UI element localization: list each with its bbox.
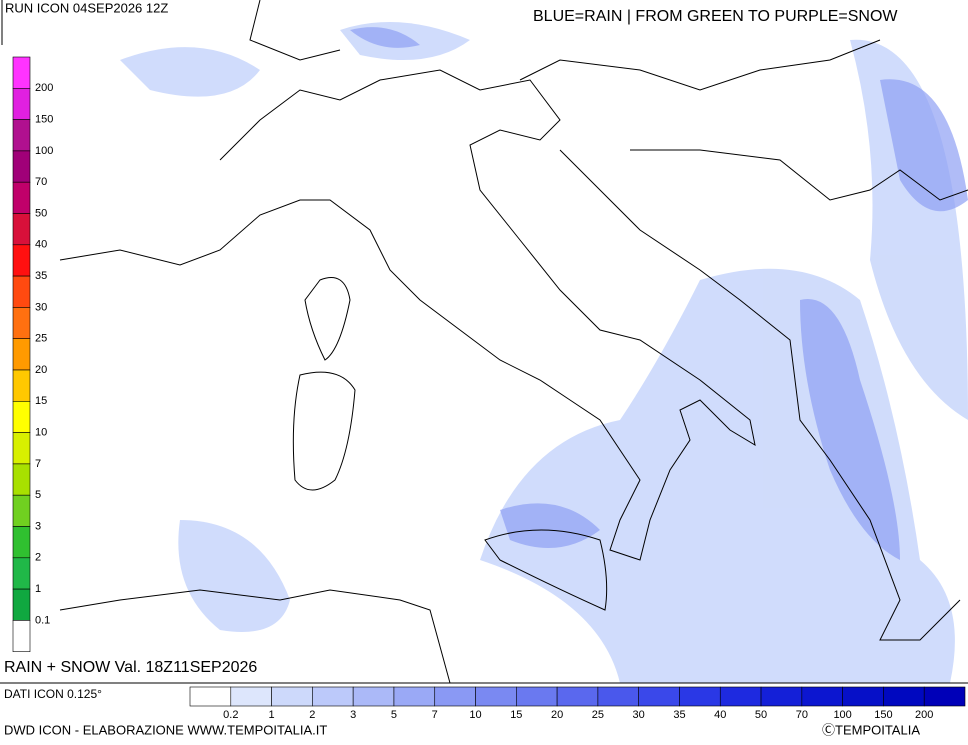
rain-swatch <box>801 686 843 707</box>
rain-swatch <box>556 686 599 707</box>
snow-swatch <box>12 88 31 120</box>
rain-label: 15 <box>510 709 522 721</box>
snow-swatch <box>12 275 31 308</box>
snow-label: 150 <box>35 114 53 126</box>
rain-label: 2 <box>309 709 315 721</box>
rain-label: 70 <box>796 709 808 721</box>
credits: DWD ICON - ELABORAZIONE WWW.TEMPOITALIA.… <box>4 722 327 737</box>
snow-swatch <box>12 400 31 433</box>
snow-scale: 200 150 100 70 50 40 35 30 25 20 15 10 7 5 3 2 1 0.1 <box>12 56 53 653</box>
rain-swatch <box>189 686 232 707</box>
snow-label: 1 <box>35 583 41 595</box>
snow-label: 20 <box>35 364 47 376</box>
snow-swatch <box>12 181 31 214</box>
snow-swatch <box>12 526 31 559</box>
rain-swatch <box>434 686 476 707</box>
snow-swatch <box>12 463 31 496</box>
snow-label: 70 <box>35 176 47 188</box>
rain-label: 100 <box>833 709 851 721</box>
rain-label: 5 <box>391 709 397 721</box>
snow-label: 15 <box>35 395 47 407</box>
snow-label: 10 <box>35 427 47 439</box>
rain-label: 0.2 <box>223 709 238 721</box>
snow-label: 0.1 <box>35 614 50 626</box>
rain-swatch <box>312 686 354 707</box>
header: RUN ICON 04SEP2026 12Z BLUE=RAIN | FROM … <box>0 0 968 677</box>
rain-label: 25 <box>592 709 604 721</box>
snow-label: 25 <box>35 333 47 345</box>
coastlines <box>0 0 968 684</box>
footer: DATI ICON 0.125° DWD ICON - ELABORAZIONE… <box>4 687 920 737</box>
snow-label: 30 <box>35 301 47 313</box>
snow-label: 5 <box>35 489 41 501</box>
rain-label: 50 <box>755 709 767 721</box>
run-box <box>0 0 200 16</box>
snow-swatch <box>12 213 31 246</box>
rain-label: 200 <box>915 709 933 721</box>
snow-label: 35 <box>35 270 47 282</box>
snow-swatch <box>12 369 31 402</box>
snow-label: 7 <box>35 458 41 470</box>
snow-swatch <box>12 557 31 590</box>
rain-swatch <box>638 686 680 707</box>
snow-label: 40 <box>35 239 47 251</box>
rain-swatch <box>842 686 884 707</box>
copyright: ⒸTEMPOITALIA <box>822 722 920 737</box>
snow-label: 200 <box>35 82 53 94</box>
rain-swatch <box>760 686 803 707</box>
snow-swatch <box>12 620 31 653</box>
snow-swatch <box>12 494 31 527</box>
snow-swatch <box>12 432 31 465</box>
data-source: DATI ICON 0.125° <box>4 687 102 701</box>
rain-swatch <box>352 686 395 707</box>
snow-label: 50 <box>35 207 47 219</box>
rain-label: 40 <box>714 709 726 721</box>
rain-label: 35 <box>673 709 685 721</box>
precip-areas-heavy <box>350 27 968 560</box>
rain-label: 10 <box>469 709 481 721</box>
snow-label: 3 <box>35 520 41 532</box>
rain-swatch <box>923 686 966 707</box>
snow-swatch <box>12 307 31 339</box>
snow-swatch <box>12 150 31 183</box>
rain-label: 20 <box>551 709 563 721</box>
snow-swatch <box>12 56 31 89</box>
map <box>0 0 968 684</box>
note-box <box>528 0 968 34</box>
legend-note: BLUE=RAIN | FROM GREEN TO PURPLE=SNOW <box>533 8 898 25</box>
snow-label: 2 <box>35 552 41 564</box>
rain-label: 30 <box>633 709 645 721</box>
rain-label: 1 <box>269 709 275 721</box>
rain-label: 3 <box>350 709 356 721</box>
rain-swatch <box>230 686 272 707</box>
rain-scale: 0.2 1 2 3 5 7 10 15 20 25 30 35 40 50 70 100 150 200 <box>189 686 966 721</box>
run-label: RUN ICON 04SEP2026 12Z <box>5 0 168 15</box>
valid-label: RAIN + SNOW Val. 18Z11SEP2026 <box>4 659 257 676</box>
rain-swatch <box>516 686 558 707</box>
rain-swatch <box>719 686 762 707</box>
rain-swatch <box>271 686 313 707</box>
snow-swatch <box>12 119 31 152</box>
rain-swatch <box>883 686 925 707</box>
snow-swatch <box>12 244 31 277</box>
snow-label: 100 <box>35 145 53 157</box>
rain-swatch <box>597 686 639 707</box>
rain-swatch <box>475 686 517 707</box>
rain-swatch <box>393 686 436 707</box>
snow-swatch <box>12 338 31 371</box>
rain-label: 7 <box>432 709 438 721</box>
snow-swatch <box>12 588 31 621</box>
rain-label: 150 <box>874 709 892 721</box>
rain-swatch <box>679 686 721 707</box>
